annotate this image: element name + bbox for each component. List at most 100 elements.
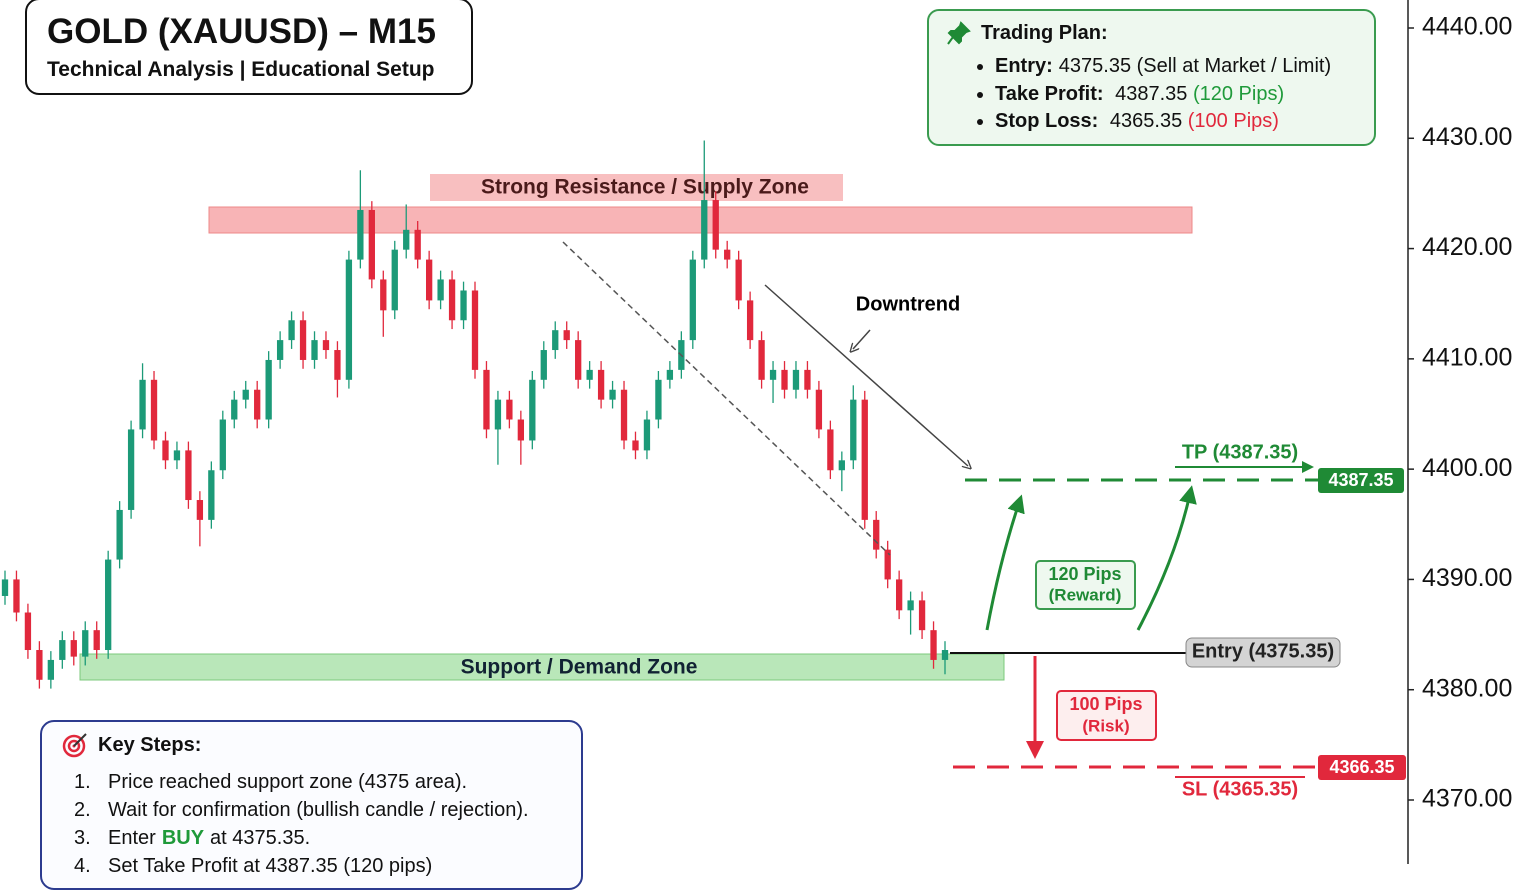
candle-body: [368, 209, 375, 280]
candle-body: [242, 389, 249, 400]
candle-body: [643, 419, 651, 451]
plan-item: Take Profit: 4387.35 (120 Pips): [995, 81, 1356, 109]
candle-body: [804, 369, 811, 390]
candle-body: [299, 320, 307, 360]
candle-body: [196, 500, 204, 520]
candle-body: [689, 259, 696, 341]
candle-body: [471, 290, 479, 370]
plan-item: Entry:4375.35 (Sell at Market / Limit): [995, 53, 1356, 81]
step-highlight: BUY: [161, 827, 205, 849]
risk-box: [1056, 690, 1157, 741]
step: 3. Enter BUY at 4375.35.: [62, 824, 561, 852]
y-tick-label: 4400.00: [1422, 454, 1512, 482]
step-text: at 4375.35.: [210, 827, 311, 849]
plan-label: Stop Loss:: [995, 110, 1099, 132]
candle-body: [930, 630, 937, 660]
candle-body: [563, 330, 570, 341]
candle-body: [815, 389, 823, 430]
candle-body: [93, 630, 100, 651]
candle-body: [735, 259, 742, 301]
candle-body: [105, 559, 112, 651]
entry-label: Entry (4375.35): [1192, 640, 1334, 662]
candle-body: [59, 640, 66, 660]
trend-pointer: [853, 329, 871, 349]
candle-body: [208, 470, 215, 520]
chart: Strong Resistance / Supply Zone Support …: [1, 0, 1512, 864]
resistance-zone: [208, 206, 1193, 234]
step-text: Wait for confirmation (bullish candle / …: [108, 799, 529, 821]
step-number: 1.: [74, 771, 91, 793]
plan-list: Entry:4375.35 (Sell at Market / Limit) T…: [947, 53, 1356, 136]
candle-body: [231, 399, 238, 420]
plan-header: Trading Plan:: [947, 19, 1356, 47]
candle-body: [712, 200, 719, 250]
candle-body: [701, 200, 708, 260]
y-tick-label: 4380.00: [1422, 674, 1512, 702]
steps-heading: Key Steps:: [98, 734, 202, 756]
candle-body: [1, 579, 9, 596]
candle-body: [746, 300, 754, 341]
trend-channel: [562, 241, 891, 556]
candle-body: [586, 369, 593, 380]
candle-body: [334, 350, 341, 380]
candle-body: [724, 249, 731, 260]
page: Strong Resistance / Supply Zone Support …: [0, 0, 1536, 864]
y-tick-label: 4440.00: [1422, 13, 1512, 41]
risk-text: 100 Pips: [1069, 694, 1142, 714]
target-icon: [62, 733, 87, 758]
candle-body: [173, 450, 181, 461]
candle-body: [861, 399, 868, 520]
candle-body: [425, 259, 433, 301]
reward-box: [1035, 560, 1136, 610]
candle-body: [552, 330, 559, 351]
candle-body: [13, 579, 20, 613]
candle-body: [517, 419, 525, 441]
candle-body: [620, 389, 628, 441]
step-number: 4.: [74, 855, 91, 877]
candle-body: [185, 450, 192, 501]
candle-body: [632, 440, 639, 451]
candle-body: [941, 650, 949, 660]
candle-body: [403, 229, 410, 250]
candle-body: [391, 249, 398, 311]
step: 2. Wait for confirmation (bullish candle …: [62, 796, 561, 824]
step-text: Enter: [108, 827, 156, 849]
candle-body: [907, 600, 914, 611]
candle-body: [70, 640, 77, 657]
candle-body: [414, 229, 421, 260]
step: 1. Price reached support zone (4375 area)…: [62, 768, 561, 796]
reward-text: 120 Pips: [1048, 564, 1121, 584]
sl-tag-text: 4366.35: [1329, 757, 1394, 777]
plan-heading: Trading Plan:: [981, 22, 1108, 44]
step-text: Set Take Profit at 4387.35 (120 pips): [108, 855, 433, 877]
plan-text: 4387.35: [1115, 82, 1188, 105]
trading-plan: Trading Plan: Entry:4375.35 (Sell at Mar…: [927, 9, 1376, 146]
candle-body: [540, 350, 547, 380]
candle-body: [150, 379, 158, 441]
candle-body: [781, 369, 788, 390]
y-tick-label: 4410.00: [1422, 343, 1512, 371]
plan-text: 4375.35 (Sell at Market / Limit): [1058, 55, 1332, 77]
candle-body: [769, 369, 777, 380]
title-box: GOLD (XAUUSD) – M15 Technical Analysis |…: [25, 0, 473, 95]
candle-body: [47, 659, 55, 680]
candle-body: [380, 279, 387, 311]
candle-body: [655, 379, 662, 420]
trend-label: Downtrend: [856, 293, 960, 315]
steps-header: Key Steps:: [62, 732, 561, 758]
tp-tag: [1318, 468, 1404, 493]
candle-body: [82, 630, 89, 657]
candle-body: [322, 340, 330, 351]
plan-item: Stop Loss: 4365.35 (100 Pips): [995, 108, 1356, 136]
title: GOLD (XAUUSD) – M15: [47, 12, 436, 51]
candle-body: [311, 340, 318, 360]
risk-text: (Risk): [1082, 716, 1129, 735]
candle-body: [895, 579, 903, 611]
candle-body: [494, 399, 502, 430]
y-tick-label: 4430.00: [1422, 123, 1512, 151]
candle-body: [448, 279, 456, 321]
plan-text: 4365.35: [1109, 110, 1183, 132]
candle-body: [529, 379, 536, 441]
candle-body: [276, 340, 284, 360]
candle-body: [254, 389, 261, 420]
